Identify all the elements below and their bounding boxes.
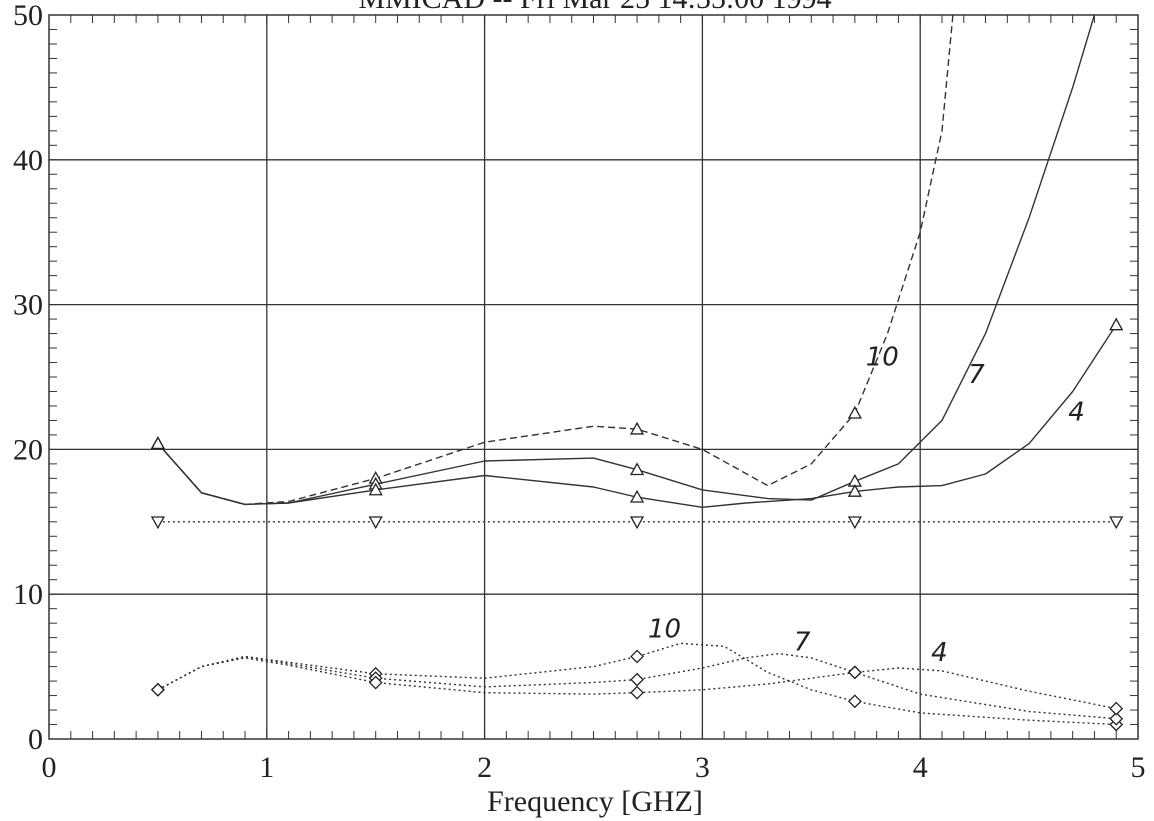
- series-upper-7: [150, 14, 1096, 506]
- y-tick-label: 50: [13, 0, 43, 32]
- x-tick-label: 2: [477, 751, 492, 784]
- chart-title: MMICAD -- Fri Mar 25 14:55:00 1994: [358, 0, 831, 15]
- curve-label-4: 4: [931, 638, 948, 668]
- data-point-marker: [629, 421, 645, 435]
- gridlines: [49, 15, 1138, 739]
- data-point-marker: [1109, 516, 1124, 530]
- data-point-marker: [629, 516, 645, 530]
- plot-frame: [48, 14, 1139, 740]
- y-tick-label: 20: [13, 433, 43, 466]
- x-tick-label: 3: [695, 751, 710, 784]
- series-line: [157, 652, 1117, 720]
- y-tick-label: 0: [28, 723, 43, 756]
- data-point-marker: [629, 462, 645, 476]
- data-point-marker: [630, 672, 644, 687]
- data-point-marker: [1109, 317, 1124, 331]
- series-group: [150, 14, 1124, 732]
- data-point-marker: [847, 516, 862, 530]
- series-upper-4: [150, 317, 1124, 508]
- data-point-marker: [368, 516, 383, 530]
- data-point-marker: [368, 675, 383, 690]
- data-point-marker: [150, 682, 165, 697]
- x-axis-title: Frequency [GHZ]: [487, 785, 703, 818]
- curve-label-7: 7: [968, 360, 985, 390]
- data-point-marker: [847, 665, 862, 680]
- series-lower-4: [150, 657, 1124, 716]
- data-point-marker: [630, 685, 644, 700]
- data-point-marker: [630, 649, 644, 664]
- series-line: [157, 324, 1117, 508]
- x-tick-label: 4: [913, 751, 928, 784]
- data-point-marker: [368, 482, 383, 496]
- data-point-marker: [150, 516, 166, 530]
- series-flat-ref: [150, 516, 1124, 530]
- annotations: 10 7 4 10 7 4: [648, 342, 1085, 667]
- minor-ticks: [48, 14, 1139, 740]
- data-point-marker: [629, 489, 645, 503]
- y-tick-labels: 0 10 20 30 40 50: [13, 0, 43, 756]
- x-tick-labels: 0 1 2 3 4 5: [42, 751, 1146, 784]
- x-tick-label: 0: [42, 751, 57, 784]
- series-line: [157, 14, 1096, 506]
- y-tick-label: 40: [13, 144, 43, 177]
- x-tick-label: 1: [259, 751, 274, 784]
- data-point-marker: [847, 484, 862, 497]
- y-tick-label: 30: [13, 289, 43, 322]
- y-tick-label: 10: [13, 578, 43, 611]
- data-point-marker: [847, 405, 862, 419]
- data-point-marker: [847, 694, 862, 709]
- data-point-marker: [1109, 701, 1124, 716]
- series-line: [157, 14, 954, 506]
- data-point-marker: [150, 436, 166, 450]
- curve-label-7: 7: [794, 628, 811, 658]
- series-upper-10: [150, 14, 954, 506]
- data-point-marker: [1109, 711, 1124, 726]
- curve-label-4: 4: [1068, 397, 1085, 427]
- curve-label-10: 10: [866, 342, 899, 372]
- x-tick-label: 5: [1131, 751, 1146, 784]
- curve-label-10: 10: [648, 615, 681, 645]
- series-line: [157, 657, 1117, 710]
